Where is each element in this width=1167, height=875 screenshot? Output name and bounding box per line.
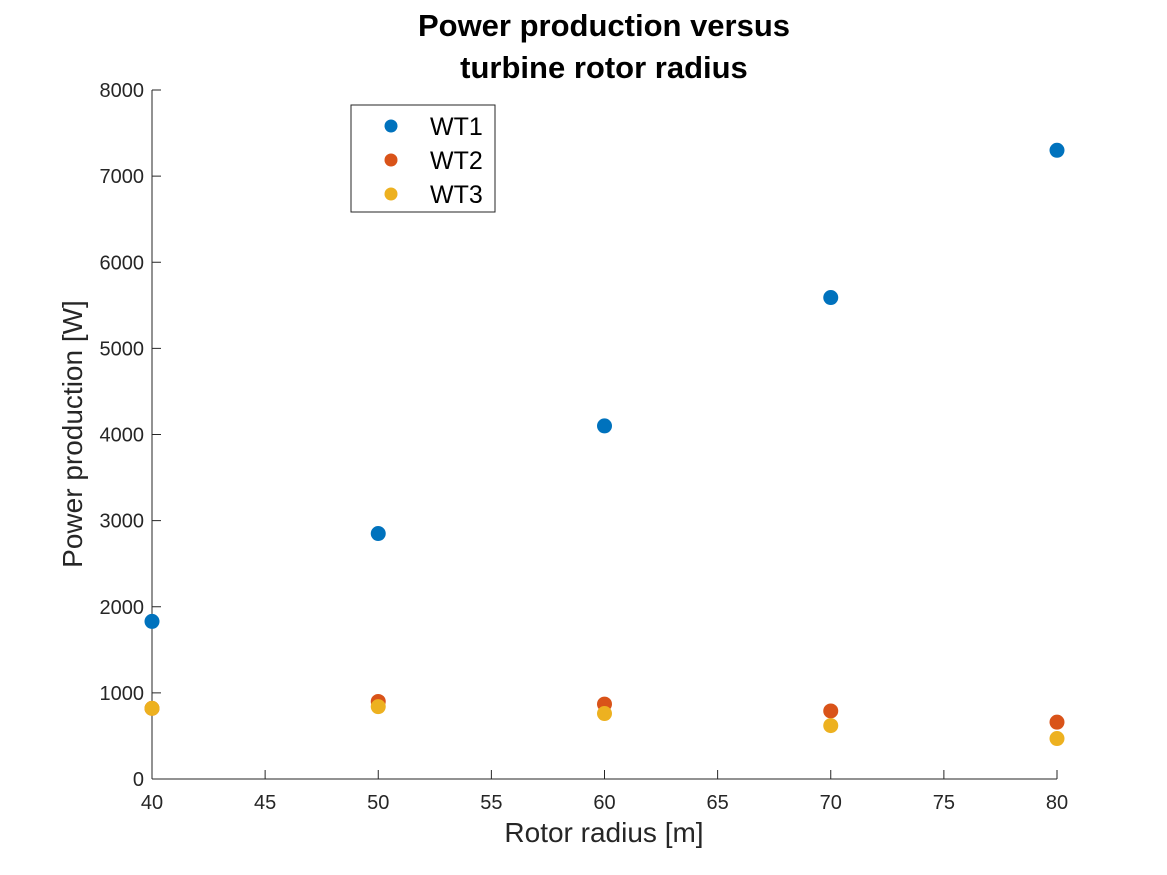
y-tick-label: 0 [133, 769, 144, 791]
y-tick-label: 4000 [100, 425, 145, 447]
point-wt1-60 [597, 418, 612, 434]
point-wt2-70 [823, 703, 839, 719]
chart-title-line-1: Power production versus [418, 8, 790, 43]
y-tick-label: 5000 [100, 338, 145, 360]
point-wt1-80 [1049, 142, 1065, 158]
x-tick-label: 50 [367, 792, 389, 814]
legend-marker-wt1 [384, 119, 398, 133]
x-ticks: 40 45 50 55 60 65 70 75 80 [141, 770, 1068, 814]
x-tick-label: 60 [593, 792, 615, 814]
y-tick-label: 2000 [100, 597, 145, 619]
y-axis-label: Power production [W] [57, 300, 88, 568]
legend: WT1 WT2 WT3 [350, 104, 496, 213]
point-wt3-40 [144, 700, 160, 716]
legend-marker-wt3 [384, 187, 398, 201]
x-tick-label: 40 [141, 792, 163, 814]
legend-marker-wt2 [384, 153, 398, 167]
point-wt2-80 [1049, 714, 1065, 730]
y-tick-label: 7000 [100, 166, 145, 188]
x-tick-label: 65 [707, 792, 729, 814]
legend-label-wt3: WT3 [430, 181, 483, 209]
y-tick-label: 6000 [100, 252, 145, 274]
point-wt3-60 [597, 706, 612, 722]
x-tick-label: 70 [820, 792, 842, 814]
x-tick-label: 55 [480, 792, 502, 814]
x-tick-label: 45 [254, 792, 276, 814]
point-wt1-70 [823, 290, 839, 306]
x-axis-label: Rotor radius [m] [504, 817, 703, 848]
point-wt1-50 [370, 526, 386, 542]
legend-box [350, 104, 496, 213]
legend-label-wt1: WT1 [430, 113, 483, 141]
y-tick-label: 8000 [100, 80, 145, 102]
x-tick-label: 80 [1046, 792, 1068, 814]
point-wt3-50 [370, 699, 386, 715]
plot-area [151, 90, 1057, 780]
chart-title-line-2: turbine rotor radius [460, 50, 748, 85]
point-wt3-70 [823, 718, 839, 734]
y-ticks: 0 1000 2000 3000 4000 5000 6000 7000 8000 [100, 80, 161, 791]
legend-label-wt2: WT2 [430, 147, 483, 175]
point-wt3-80 [1049, 731, 1065, 747]
x-tick-label: 75 [933, 792, 955, 814]
point-wt1-40 [144, 613, 160, 629]
y-tick-label: 1000 [100, 683, 145, 705]
data-points [144, 142, 1065, 747]
y-tick-label: 3000 [100, 511, 145, 533]
